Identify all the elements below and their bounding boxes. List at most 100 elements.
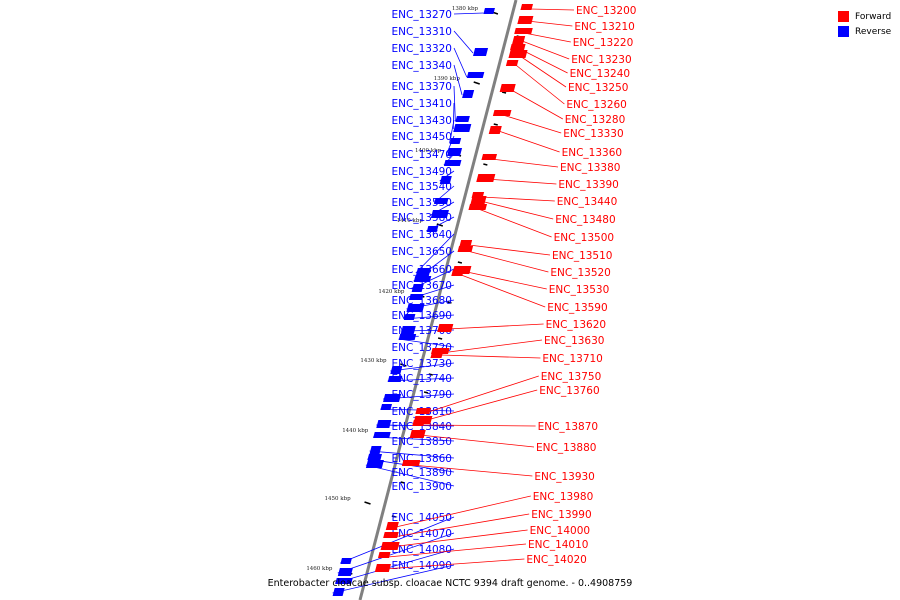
- reverse-gene-label: ENC_13680: [392, 295, 452, 307]
- forward-gene-block: [412, 420, 425, 426]
- reverse-gene-label: ENC_13860: [392, 453, 452, 465]
- forward-gene-leader: [440, 339, 543, 354]
- forward-gene-block: [380, 542, 400, 550]
- other-feature-mark: [493, 123, 498, 126]
- reverse-gene-leader: [453, 47, 468, 78]
- forward-gene-leader: [422, 424, 536, 427]
- reverse-gene-label: ENC_13540: [392, 181, 452, 193]
- reverse-gene-label: ENC_14070: [392, 528, 452, 540]
- forward-gene-label: ENC_14010: [528, 539, 588, 551]
- forward-gene-block: [430, 350, 444, 358]
- forward-gene-leader: [498, 130, 560, 153]
- forward-gene-leader: [518, 54, 567, 88]
- forward-gene-leader: [387, 543, 527, 558]
- forward-gene-block: [499, 84, 516, 92]
- forward-gene-leader: [481, 196, 555, 202]
- reverse-gene-block: [409, 294, 424, 300]
- reverse-gene-block: [447, 148, 463, 156]
- forward-gene-block: [401, 460, 421, 466]
- reverse-gene-leader: [365, 464, 455, 487]
- reverse-gene-block: [365, 460, 384, 468]
- reverse-gene-leader: [449, 119, 455, 144]
- forward-gene-label: ENC_13530: [549, 284, 609, 296]
- tick-mark: [400, 363, 407, 367]
- forward-swatch: [838, 11, 849, 22]
- reverse-gene-block: [430, 210, 449, 218]
- tick-label: 1450 kbp: [325, 496, 352, 502]
- forward-gene-leader: [384, 558, 525, 570]
- reverse-gene-label: ENC_13370: [392, 81, 452, 93]
- reverse-gene-label: ENC_13470: [392, 149, 452, 161]
- reverse-gene-label: ENC_13650: [392, 246, 452, 258]
- reverse-gene-leader: [453, 64, 463, 96]
- forward-gene-label: ENC_13500: [554, 232, 614, 244]
- forward-gene-label: ENC_13480: [555, 214, 615, 226]
- forward-gene-leader: [461, 274, 546, 308]
- forward-gene-block: [457, 246, 474, 252]
- forward-gene-block: [514, 28, 533, 34]
- forward-gene-label: ENC_13510: [552, 250, 612, 262]
- forward-gene-leader: [521, 40, 570, 60]
- reverse-gene-block: [369, 446, 382, 454]
- reverse-gene-block: [483, 8, 495, 14]
- reverse-gene-label: ENC_13320: [392, 43, 452, 55]
- other-feature-mark: [437, 337, 443, 340]
- reverse-gene-label: ENC_13660: [392, 264, 452, 276]
- tick-label: 1380 kbp: [452, 6, 479, 12]
- reverse-gene-block: [335, 578, 353, 584]
- forward-gene-block: [383, 532, 399, 538]
- forward-gene-label: ENC_13520: [550, 267, 610, 279]
- forward-gene-block: [488, 126, 502, 134]
- forward-gene-label: ENC_13870: [538, 421, 598, 433]
- reverse-gene-block: [376, 420, 392, 428]
- other-feature-mark: [428, 373, 433, 376]
- forward-gene-label: ENC_13260: [566, 99, 626, 111]
- forward-gene-block: [508, 50, 528, 58]
- reverse-gene-leader: [337, 532, 455, 574]
- forward-gene-block: [481, 154, 497, 160]
- reverse-gene-block: [406, 304, 425, 312]
- forward-gene-leader: [395, 495, 531, 528]
- tick-mark: [436, 223, 444, 227]
- other-feature-mark: [423, 391, 429, 394]
- reverse-gene-leader: [415, 233, 455, 274]
- forward-gene-leader: [469, 244, 551, 256]
- reverse-gene-block: [434, 198, 449, 204]
- forward-gene-label: ENC_13200: [576, 5, 636, 17]
- tick-mark: [364, 501, 371, 505]
- reverse-gene-label: ENC_13840: [392, 421, 452, 433]
- forward-gene-label: ENC_13630: [544, 335, 604, 347]
- forward-gene-label: ENC_13250: [568, 82, 628, 94]
- legend-reverse: Reverse: [838, 24, 891, 39]
- forward-gene-label: ENC_13210: [574, 21, 634, 33]
- reverse-gene-label: ENC_13310: [392, 26, 452, 38]
- reverse-gene-block: [332, 588, 345, 596]
- reverse-gene-leader: [340, 516, 455, 564]
- reverse-gene-label: ENC_13580: [392, 212, 452, 224]
- other-feature-mark: [400, 481, 405, 484]
- reverse-gene-leader: [335, 548, 455, 584]
- reverse-gene-block: [337, 568, 353, 576]
- forward-gene-leader: [502, 114, 562, 134]
- reverse-strand-genes: ENC_13270 ENC_13310 ENC_13320 ENC_13340 ENC_…: [332, 8, 495, 596]
- reverse-gene-label: ENC_14080: [392, 544, 452, 556]
- reverse-gene-block: [413, 276, 432, 282]
- reverse-gene-label: ENC_13890: [392, 467, 452, 479]
- legend-reverse-label: Reverse: [855, 26, 892, 37]
- forward-gene-label: ENC_13330: [563, 128, 623, 140]
- forward-gene-block: [517, 16, 534, 24]
- reverse-gene-block: [387, 376, 403, 382]
- tick-label: 1420 kbp: [378, 289, 405, 295]
- reverse-gene-label: ENC_13900: [392, 481, 452, 493]
- reverse-gene-block: [411, 284, 424, 292]
- reverse-gene-leader: [446, 135, 455, 154]
- forward-gene-label: ENC_13980: [533, 491, 593, 503]
- other-feature-mark: [483, 163, 488, 166]
- reverse-gene-label: ENC_13670: [392, 280, 452, 292]
- forward-gene-label: ENC_13240: [570, 68, 630, 80]
- forward-gene-leader: [447, 323, 544, 330]
- reverse-gene-block: [398, 334, 417, 340]
- forward-gene-leader: [524, 32, 571, 43]
- reverse-gene-leader: [453, 85, 456, 122]
